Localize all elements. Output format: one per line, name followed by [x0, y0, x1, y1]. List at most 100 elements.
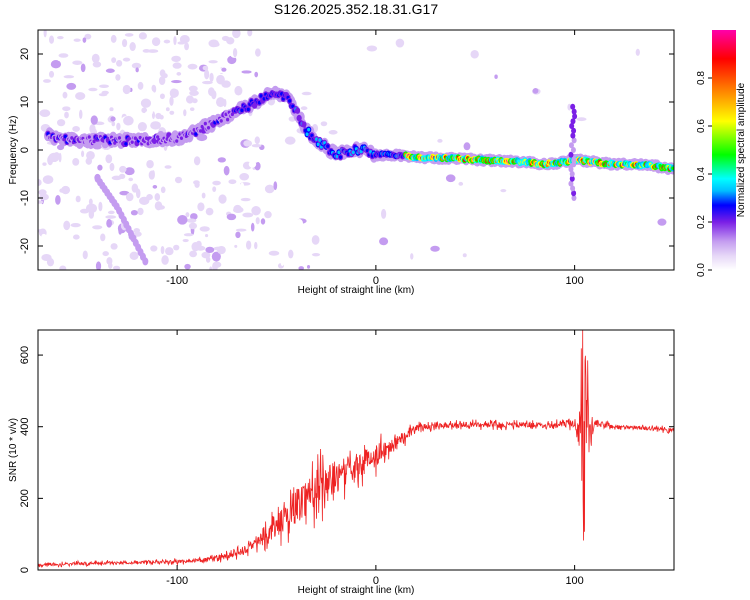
colorbar-ticks: 0.0 0.2 0.4 0.6 0.8 — [696, 71, 712, 277]
noise-blob — [328, 130, 338, 135]
noise-blob — [204, 69, 210, 80]
noise-blob — [89, 124, 96, 134]
noise-blob — [169, 110, 175, 115]
noise-blob — [228, 179, 237, 185]
noise-blob — [171, 79, 182, 84]
spike-blob — [568, 151, 574, 158]
noise-blob — [437, 138, 443, 143]
noise-blob — [494, 74, 498, 79]
noise-blob — [252, 249, 263, 256]
noise-blob — [86, 150, 95, 160]
noise-blob — [122, 84, 131, 95]
snr-y-tick-label: 200 — [19, 489, 31, 507]
noise-blob — [284, 136, 296, 145]
noise-blob — [161, 255, 169, 265]
noise-blob — [140, 98, 152, 108]
spectrogram-y-tick-label: -10 — [19, 190, 31, 206]
track-core — [194, 132, 198, 136]
noise-blob — [199, 226, 210, 232]
noise-blob — [189, 250, 198, 258]
track-core — [326, 144, 330, 148]
noise-blob — [114, 221, 118, 231]
track-core — [63, 134, 68, 139]
track-core — [351, 150, 355, 155]
noise-blob — [107, 210, 115, 215]
noise-blob — [172, 62, 182, 69]
noise-blob — [91, 53, 100, 63]
noise-blob — [111, 175, 122, 181]
noise-blob — [154, 193, 161, 201]
noise-blob — [106, 257, 113, 265]
noise-blob — [247, 30, 253, 37]
track-core — [338, 155, 343, 159]
noise-blob — [177, 215, 188, 225]
noise-blob — [171, 55, 181, 62]
noise-blob — [173, 89, 179, 97]
noise-blob — [209, 72, 214, 82]
noise-blob — [226, 213, 237, 221]
noise-blob — [124, 167, 135, 176]
spike-blob — [571, 190, 577, 197]
noise-blob — [48, 70, 55, 78]
noise-blob — [235, 228, 247, 232]
noise-blob — [88, 198, 93, 205]
spectrogram-y-axis-label: Frequency (Hz) — [8, 116, 19, 185]
track-core — [130, 140, 134, 144]
noise-blob — [301, 91, 312, 96]
noise-blob — [42, 175, 54, 184]
noise-blob — [42, 162, 47, 166]
noise-blob — [88, 210, 95, 219]
noise-blob — [188, 85, 198, 92]
noise-blob — [242, 212, 254, 218]
noise-blob — [173, 35, 177, 46]
noise-blob — [245, 240, 252, 250]
noise-blob — [127, 214, 135, 220]
noise-blob — [49, 35, 55, 44]
spike-blob — [571, 161, 577, 168]
noise-blob — [111, 57, 117, 63]
spectrogram-y-tick-label: 20 — [19, 48, 31, 60]
noise-blob — [598, 178, 609, 189]
noise-blob — [463, 142, 471, 151]
spectrogram-y-tick-label: 0 — [19, 147, 31, 153]
colorbar-gradient — [712, 30, 736, 270]
noise-blob — [47, 155, 54, 166]
noise-blob — [158, 76, 166, 85]
noise-blob — [82, 37, 87, 43]
noise-blob — [57, 35, 64, 40]
snr-y-tick-label: 400 — [19, 418, 31, 436]
noise-blob — [183, 109, 187, 117]
track-core — [246, 107, 250, 112]
noise-blob — [233, 208, 241, 213]
noise-blob — [254, 71, 259, 78]
noise-blob — [185, 212, 190, 218]
noise-blob — [251, 144, 262, 148]
noise-blob — [235, 159, 245, 165]
noise-blob — [84, 33, 92, 40]
noise-blob — [110, 116, 116, 122]
snr-x-tick-label: 100 — [565, 575, 583, 587]
colorbar-tick-label: 0.0 — [696, 263, 707, 277]
noise-blob — [125, 192, 134, 202]
noise-blob — [63, 75, 75, 79]
noise-blob — [193, 156, 201, 166]
noise-blob — [124, 33, 134, 37]
noise-blob — [208, 39, 219, 48]
track-core — [175, 139, 179, 143]
noise-blob — [72, 234, 80, 240]
noise-blob — [189, 90, 199, 96]
noise-blob — [620, 199, 627, 208]
chart-title: S126.2025.352.18.31.G17 — [274, 1, 438, 17]
noise-blob — [62, 91, 68, 99]
noise-blob — [70, 222, 81, 228]
noise-blob — [129, 42, 136, 52]
spectrogram-x-tick-label: -100 — [166, 275, 188, 287]
noise-blob — [81, 150, 85, 158]
noise-blob — [264, 184, 275, 194]
noise-blob — [576, 117, 587, 122]
noise-blob — [234, 244, 238, 248]
spike-blob — [572, 113, 578, 120]
noise-blob — [48, 49, 58, 59]
noise-blob — [298, 266, 304, 270]
